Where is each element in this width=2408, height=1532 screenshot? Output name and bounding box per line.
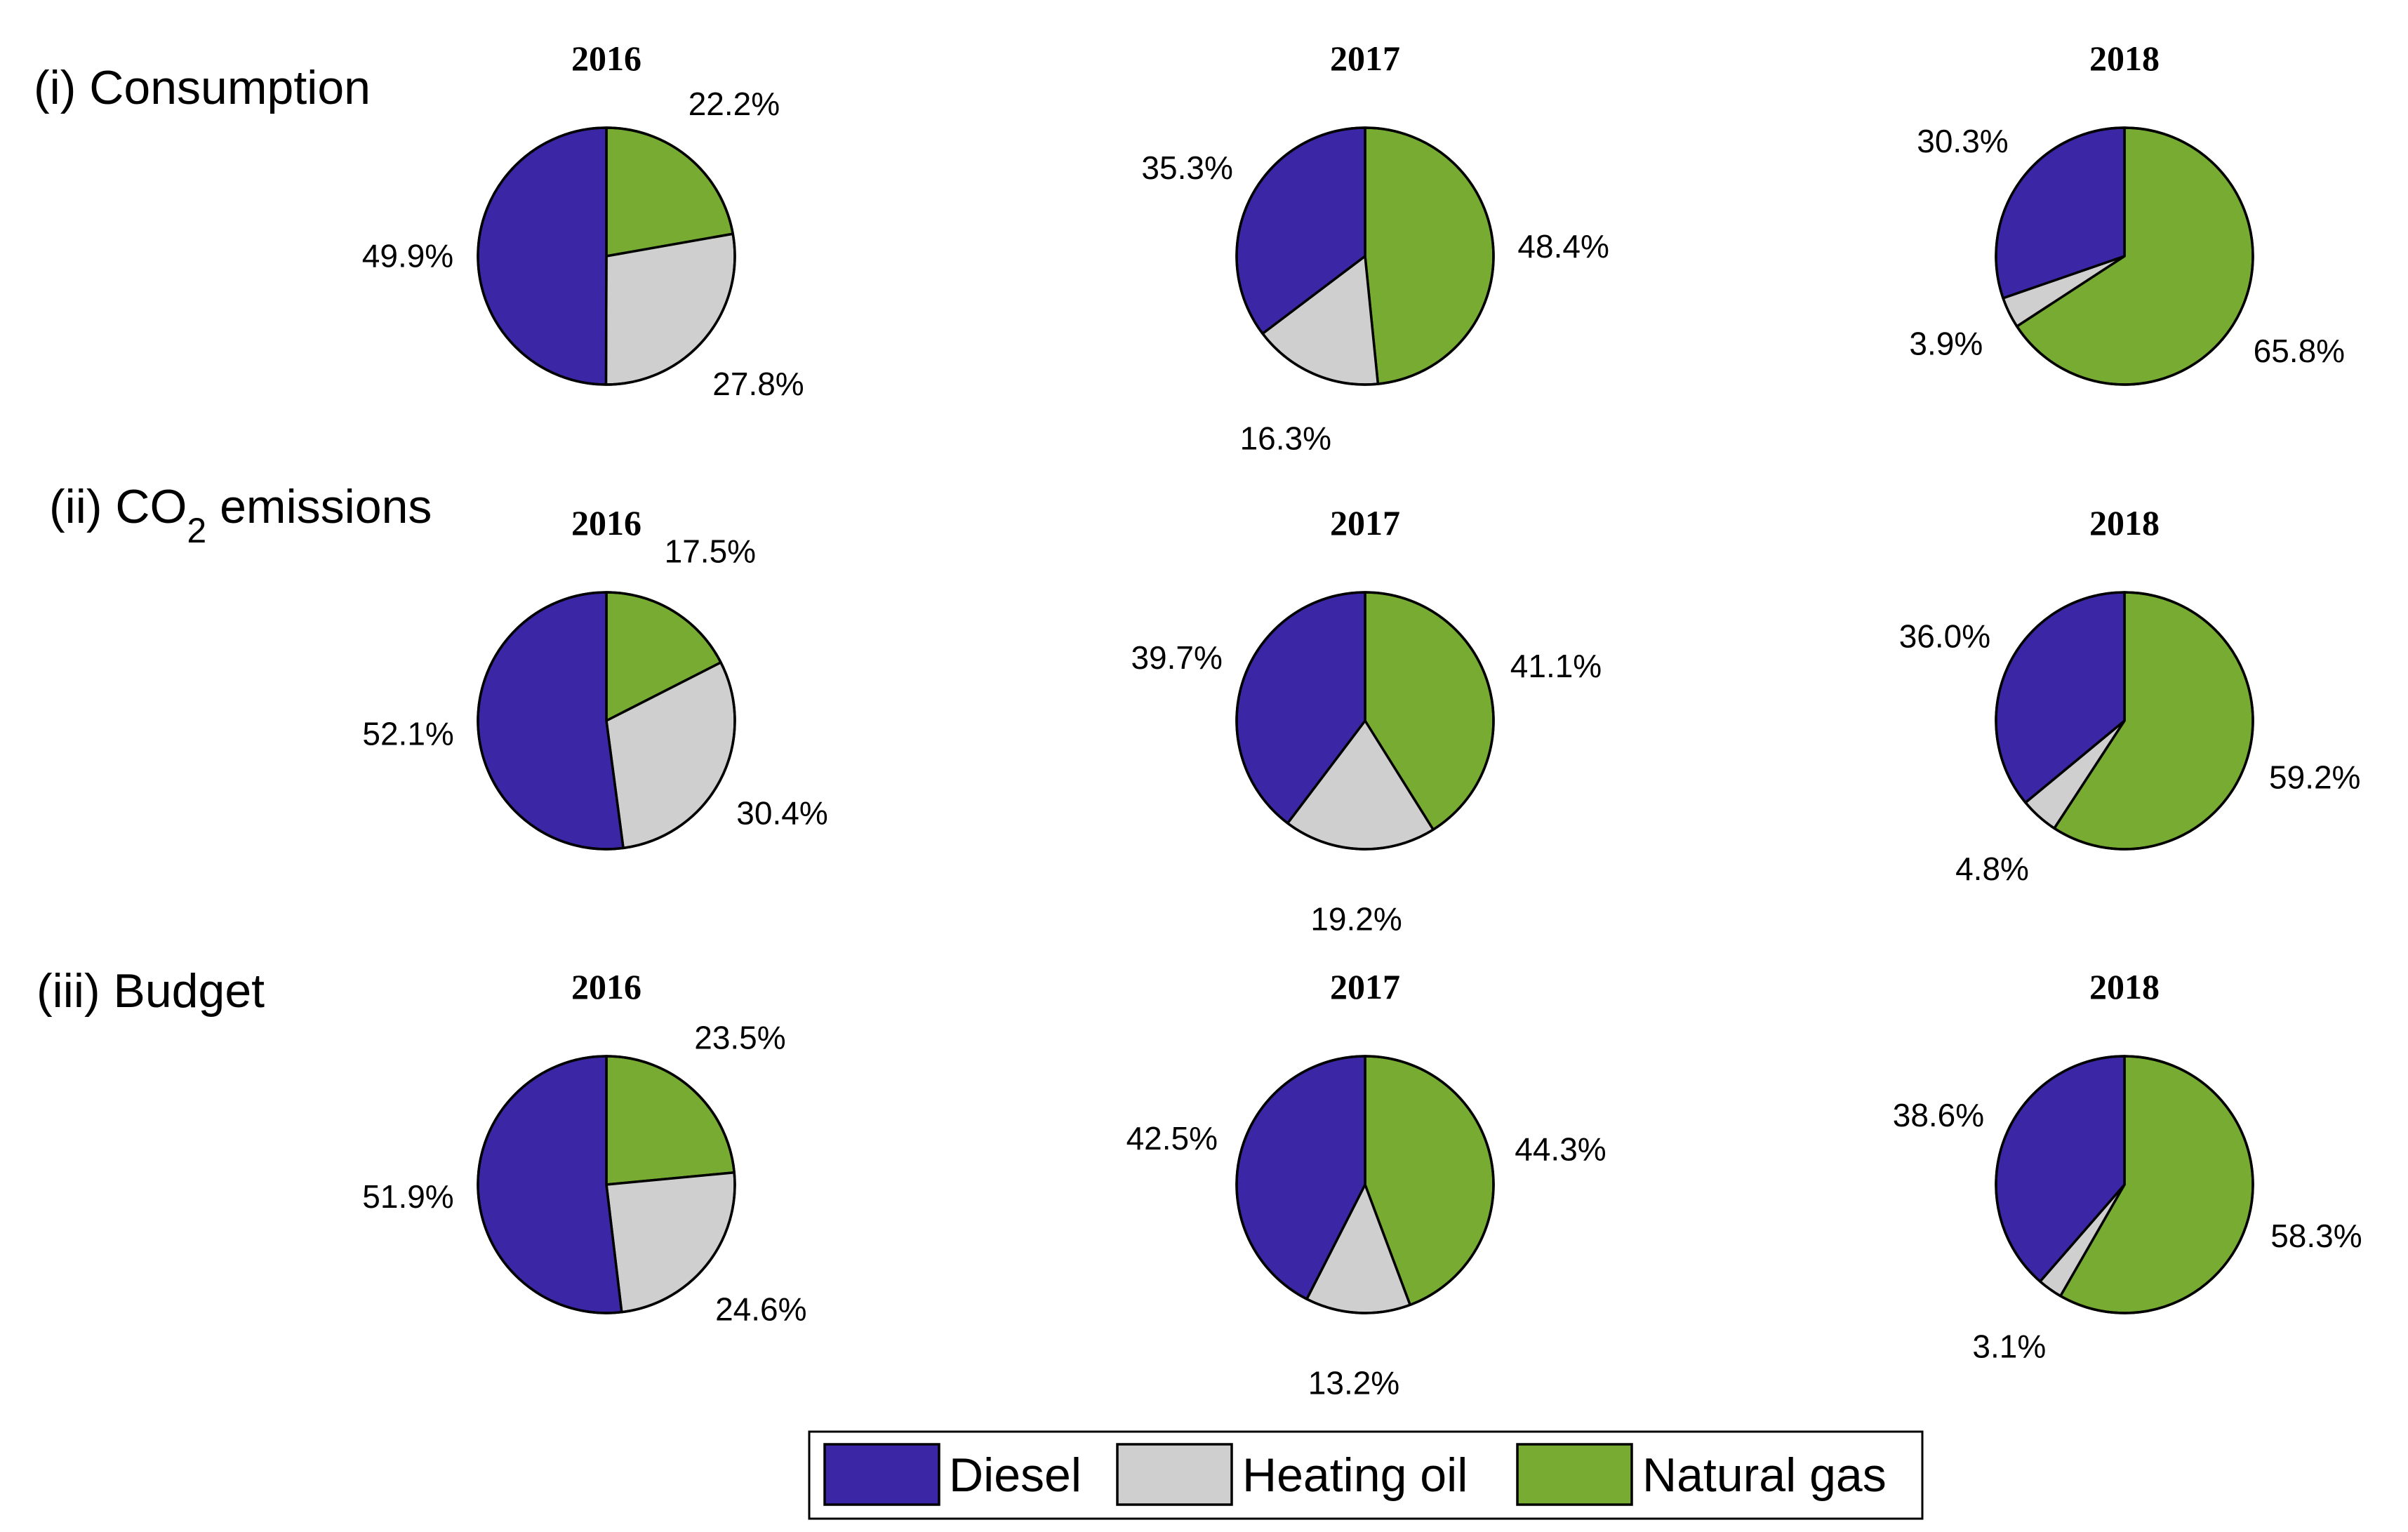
- pie-outline: [477, 126, 736, 386]
- pie-year-title: 2017: [1330, 39, 1400, 78]
- row-title-co2-emissions: (ii) CO2 emissions: [49, 480, 432, 550]
- pie-value-label-natural-gas: 65.8%: [2254, 333, 2345, 369]
- pie-2017-row-1: 2017 48.4% 16.3% 35.3%: [1141, 39, 1609, 456]
- pie-value-label-heating-oil: 19.2%: [1310, 901, 1402, 938]
- pie-value-label-natural-gas: 17.5%: [665, 533, 756, 570]
- pie-value-label-heating-oil: 30.4%: [736, 795, 827, 832]
- pie-2016-row-2: 2016 17.5% 30.4% 52.1%: [362, 503, 828, 851]
- pie-value-label-natural-gas: 58.3%: [2270, 1218, 2362, 1254]
- pie-2018-row-1: 2018 65.8% 3.9% 30.3%: [1909, 39, 2345, 386]
- pie-year-title: 2018: [2089, 39, 2160, 78]
- pie-value-label-heating-oil: 27.8%: [712, 366, 804, 402]
- pie-2017-row-3: 2017 44.3% 13.2% 42.5%: [1126, 967, 1607, 1401]
- legend-swatch-natural-gas: [1516, 1443, 1633, 1506]
- legend-frame: [808, 1430, 1924, 1520]
- pie-year-title: 2018: [2089, 967, 2160, 1006]
- row-title-co2-prefix: (ii) CO: [49, 480, 187, 533]
- pie-outline: [1235, 126, 1495, 386]
- pie-value-label-natural-gas: 22.2%: [689, 86, 780, 122]
- row-title-budget: (iii) Budget: [36, 964, 265, 1018]
- pie-value-label-diesel: 39.7%: [1131, 639, 1222, 676]
- pie-2017-row-2: 2017 41.1% 19.2% 39.7%: [1131, 503, 1602, 938]
- row-title-co2-suffix: emissions: [206, 480, 432, 533]
- pie-value-label-natural-gas: 44.3%: [1515, 1131, 1606, 1168]
- pie-outline: [477, 1055, 736, 1314]
- row-title-co2-subscript: 2: [187, 511, 206, 550]
- pie-value-label-diesel: 30.3%: [1917, 123, 2008, 159]
- pie-value-label-natural-gas: 23.5%: [694, 1020, 785, 1056]
- pie-value-label-heating-oil: 13.2%: [1308, 1365, 1399, 1401]
- legend-swatch-diesel: [823, 1443, 940, 1506]
- pie-value-label-diesel: 52.1%: [362, 716, 453, 752]
- pie-outline: [1235, 1055, 1495, 1314]
- pie-year-title: 2016: [571, 503, 641, 542]
- pie-outline: [1995, 591, 2254, 851]
- pie-outline: [477, 591, 736, 851]
- pie-outline: [1995, 1055, 2254, 1314]
- pies-layer: 201622.2%27.8%49.9%201748.4%16.3%35.3%20…: [362, 39, 2362, 1401]
- pie-2018-row-2: 2018 59.2% 4.8% 36.0%: [1899, 503, 2361, 887]
- pie-outline: [1995, 126, 2254, 386]
- legend-label-diesel: Diesel: [949, 1448, 1082, 1502]
- row-title-consumption: (i) Consumption: [34, 61, 371, 114]
- pie-value-label-heating-oil: 3.1%: [1972, 1328, 2046, 1365]
- pie-value-label-heating-oil: 16.3%: [1240, 420, 1331, 456]
- pie-value-label-diesel: 51.9%: [362, 1178, 453, 1215]
- pie-value-label-heating-oil: 4.8%: [1955, 851, 2029, 887]
- pie-2018-row-3: 2018 58.3% 3.1% 38.6%: [1893, 967, 2362, 1365]
- legend: Diesel Heating oil Natural gas: [808, 1430, 1924, 1520]
- pie-outline: [1235, 591, 1495, 851]
- pie-value-label-diesel: 35.3%: [1141, 149, 1232, 186]
- pie-value-label-heating-oil: 24.6%: [715, 1291, 806, 1328]
- legend-label-natural-gas: Natural gas: [1642, 1448, 1887, 1502]
- pie-year-title: 2016: [571, 39, 641, 78]
- pie-2016-row-1: 2016 22.2% 27.8% 49.9%: [362, 39, 804, 402]
- legend-swatch-heating-oil: [1116, 1443, 1233, 1506]
- pie-value-label-diesel: 38.6%: [1893, 1097, 1984, 1133]
- pie-year-title: 2017: [1330, 967, 1400, 1006]
- pie-year-title: 2016: [571, 967, 641, 1006]
- pie-value-label-diesel: 36.0%: [1899, 618, 1990, 655]
- pie-value-label-natural-gas: 41.1%: [1510, 648, 1602, 684]
- pie-value-label-diesel: 42.5%: [1126, 1120, 1218, 1157]
- pie-value-label-natural-gas: 59.2%: [2269, 759, 2360, 796]
- pie-value-label-diesel: 49.9%: [362, 238, 453, 274]
- pie-year-title: 2018: [2089, 503, 2160, 542]
- pie-value-label-heating-oil: 3.9%: [1909, 326, 1983, 362]
- pie-value-label-natural-gas: 48.4%: [1517, 228, 1609, 265]
- pie-2016-row-3: 2016 23.5% 24.6% 51.9%: [362, 967, 806, 1328]
- pie-year-title: 2017: [1330, 503, 1400, 542]
- legend-label-heating-oil: Heating oil: [1242, 1448, 1468, 1502]
